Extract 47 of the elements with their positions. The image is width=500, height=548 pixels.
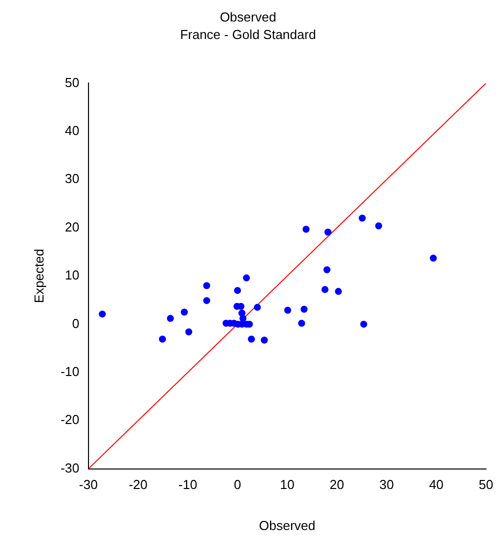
y-tick-label: -10 [60,364,80,379]
x-axis-title: Observed [259,518,316,533]
y-tick-label: 20 [64,219,80,234]
point [358,214,366,222]
y-tick-label: 0 [72,316,80,331]
x-tick-label: 30 [379,477,394,492]
point [248,336,255,343]
x-tick-label: 40 [429,477,444,492]
x-tick-label: 20 [330,477,344,492]
point [360,320,368,328]
x-tick-label: -30 [78,477,98,492]
point [239,314,246,322]
x-tick-label: -10 [178,477,198,492]
point [302,226,310,233]
point [375,222,382,230]
point [254,304,261,311]
point [430,254,437,262]
point [284,306,292,314]
chart-subtitle: France - Gold Standard [180,26,316,42]
point [324,228,332,236]
x-tick-label: 10 [280,477,294,492]
point [203,282,210,290]
point [185,328,192,336]
point [166,314,174,322]
point [242,274,250,282]
point [298,320,306,327]
x-tick-label: 50 [478,477,494,492]
point [158,336,166,343]
y-tick-label: 30 [64,171,80,186]
point [323,266,330,274]
point [334,288,342,295]
point [203,297,210,304]
y-tick-label: 50 [64,74,80,90]
y-tick-label: 10 [64,268,80,283]
point [98,310,106,318]
x-tick-label: -20 [128,477,148,492]
point [234,286,241,294]
y-axis-title: Expected [31,248,46,304]
point [300,306,308,313]
y-tick-label: 40 [64,122,80,138]
x-tick-label: 0 [234,477,242,492]
point [260,336,268,344]
point [180,308,188,316]
y-tick-label: -20 [60,412,80,428]
y-tick-label: -30 [60,460,80,476]
chart-title: Observed [220,9,276,24]
point [321,286,328,293]
